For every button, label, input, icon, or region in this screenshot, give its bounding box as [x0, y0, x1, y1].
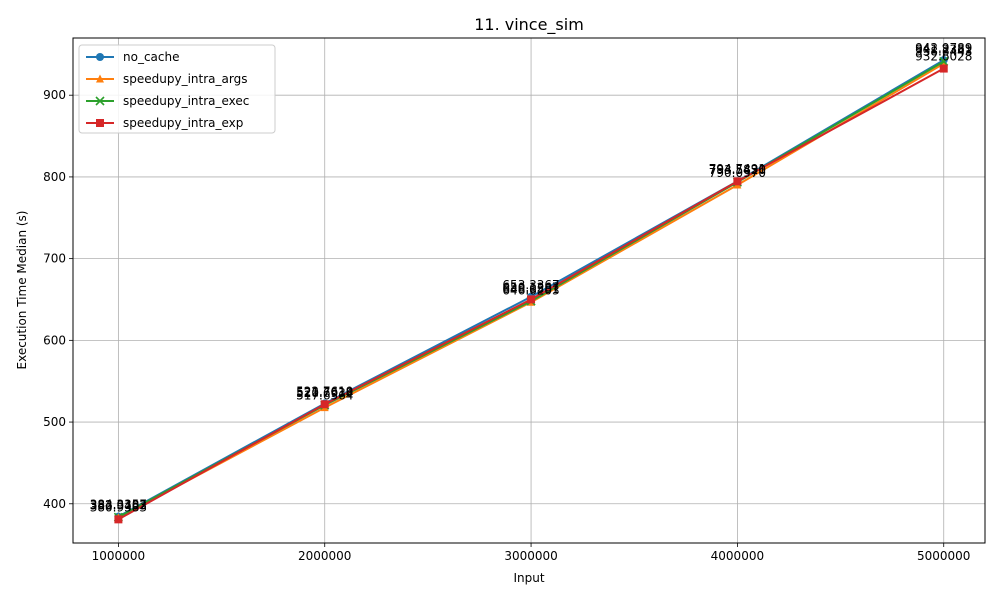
legend-label: no_cache — [123, 50, 179, 64]
legend-marker — [96, 74, 104, 83]
x-tick-label: 1000000 — [92, 549, 145, 563]
x-tick-label: 2000000 — [298, 549, 351, 563]
legend: no_cache speedupy_intra_args speedupy_intr… — [78, 44, 276, 134]
legend-label: speedupy_intra_exp — [123, 116, 243, 130]
x-tick-label: 4000000 — [711, 549, 764, 563]
legend-item-speedupy_intra_exec: speedupy_intra_exec — [86, 94, 249, 108]
y-tick-label: 600 — [43, 333, 66, 347]
x-tick-label: 3000000 — [504, 549, 557, 563]
legend-marker — [96, 53, 104, 61]
chart-title: 11. vince_sim — [474, 15, 584, 35]
data-label: 650.1267 — [502, 280, 559, 294]
data-label: 383.5182 — [90, 498, 147, 512]
legend-item-no_cache: no_cache — [86, 50, 179, 64]
legend-marker — [95, 96, 105, 106]
series-group — [113, 56, 949, 524]
legend-item-speedupy_intra_exp: speedupy_intra_exp — [86, 116, 243, 130]
data-label: 653.3367 — [502, 278, 559, 292]
data-label: 790.0970 — [709, 166, 766, 180]
legend-item-speedupy_intra_args: speedupy_intra_args — [86, 72, 247, 86]
axis-ticks: 1000000 2000000 3000000 4000000 5000000 400 50… — [43, 88, 970, 563]
data-label: 646.6203 — [502, 283, 559, 297]
data-labels: 384.3357 522.7619 653.3367 794.7491 942.9789… — [90, 41, 973, 514]
data-label: 520.6934 — [296, 386, 353, 400]
data-label: 648.0581 — [502, 282, 559, 296]
data-point — [114, 515, 123, 524]
legend-marker — [96, 119, 104, 127]
data-label: 941.2381 — [915, 43, 972, 57]
data-label: 794.5830 — [709, 162, 766, 176]
y-tick-label: 400 — [43, 497, 66, 511]
y-tick-label: 500 — [43, 415, 66, 429]
series-speedupy_intra_exp — [114, 64, 948, 524]
data-point — [320, 400, 329, 409]
x-tick-label: 5000000 — [917, 549, 970, 563]
data-point — [527, 295, 536, 304]
data-label: 794.7491 — [709, 162, 766, 176]
y-tick-label: 900 — [43, 88, 66, 102]
data-label: 380.9383 — [90, 500, 147, 514]
data-label: 942.9789 — [915, 41, 972, 55]
data-point — [733, 177, 742, 186]
y-tick-label: 800 — [43, 170, 66, 184]
data-label: 932.6028 — [915, 50, 972, 64]
data-label: 793.5420 — [709, 163, 766, 177]
y-tick-label: 700 — [43, 252, 66, 266]
data-point — [939, 56, 949, 67]
legend-label: speedupy_intra_exec — [123, 94, 249, 108]
data-point — [939, 64, 948, 73]
data-label: 938.6443 — [915, 45, 972, 59]
y-axis-label: Execution Time Median (s) — [15, 211, 29, 370]
legend-label: speedupy_intra_args — [123, 72, 247, 86]
legend-box — [78, 44, 276, 134]
x-axis-label: Input — [513, 571, 544, 585]
data-label: 384.3357 — [90, 498, 147, 512]
data-label: 521.7610 — [296, 385, 353, 399]
data-label: 522.7619 — [296, 384, 353, 398]
data-label: 382.9403 — [90, 499, 147, 513]
data-label: 517.6564 — [296, 389, 353, 403]
plot-frame — [72, 37, 986, 544]
